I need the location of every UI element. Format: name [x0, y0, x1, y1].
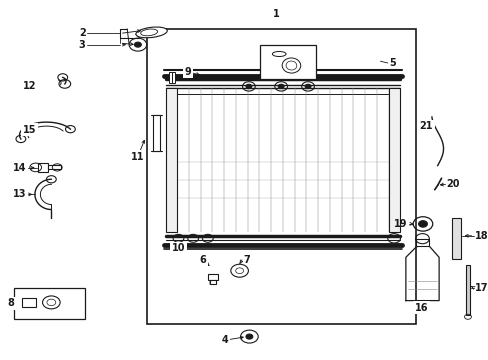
Text: 8: 8 — [7, 298, 14, 309]
Text: 2: 2 — [79, 28, 85, 39]
Text: 6: 6 — [199, 255, 206, 265]
Text: 3: 3 — [79, 40, 85, 50]
Text: 11: 11 — [131, 152, 144, 162]
Bar — [48, 165, 61, 169]
Bar — [207, 274, 217, 280]
Bar — [22, 298, 36, 307]
Circle shape — [278, 84, 284, 89]
Bar — [152, 115, 160, 151]
Circle shape — [418, 221, 427, 227]
Bar — [209, 280, 215, 284]
Text: 12: 12 — [22, 81, 36, 91]
Bar — [168, 72, 171, 83]
Circle shape — [245, 84, 251, 89]
Text: 4: 4 — [221, 335, 228, 345]
Ellipse shape — [141, 29, 157, 36]
Bar — [14, 288, 84, 319]
Text: 5: 5 — [388, 58, 395, 68]
Bar — [146, 29, 415, 324]
Text: 17: 17 — [474, 283, 488, 293]
Ellipse shape — [285, 61, 296, 70]
Text: 20: 20 — [445, 179, 459, 189]
Bar — [259, 45, 315, 79]
Text: 10: 10 — [171, 243, 185, 253]
Text: 9: 9 — [184, 67, 191, 77]
Text: 19: 19 — [393, 219, 407, 229]
Bar — [415, 239, 428, 246]
Bar — [166, 88, 177, 232]
Bar — [38, 163, 48, 172]
Ellipse shape — [136, 27, 167, 38]
Circle shape — [305, 84, 310, 89]
Text: 18: 18 — [474, 231, 488, 241]
Ellipse shape — [272, 51, 285, 57]
Bar — [388, 88, 399, 232]
Ellipse shape — [282, 58, 300, 73]
Text: 13: 13 — [13, 189, 27, 199]
Text: 14: 14 — [13, 163, 27, 173]
Text: 15: 15 — [22, 125, 36, 135]
Bar — [172, 72, 175, 83]
Text: 1: 1 — [272, 9, 279, 19]
Text: 16: 16 — [414, 303, 427, 313]
Bar — [451, 218, 460, 259]
Text: 7: 7 — [243, 255, 249, 265]
Text: 21: 21 — [419, 121, 432, 131]
Circle shape — [134, 42, 141, 47]
Bar — [465, 265, 469, 315]
Circle shape — [245, 334, 252, 339]
